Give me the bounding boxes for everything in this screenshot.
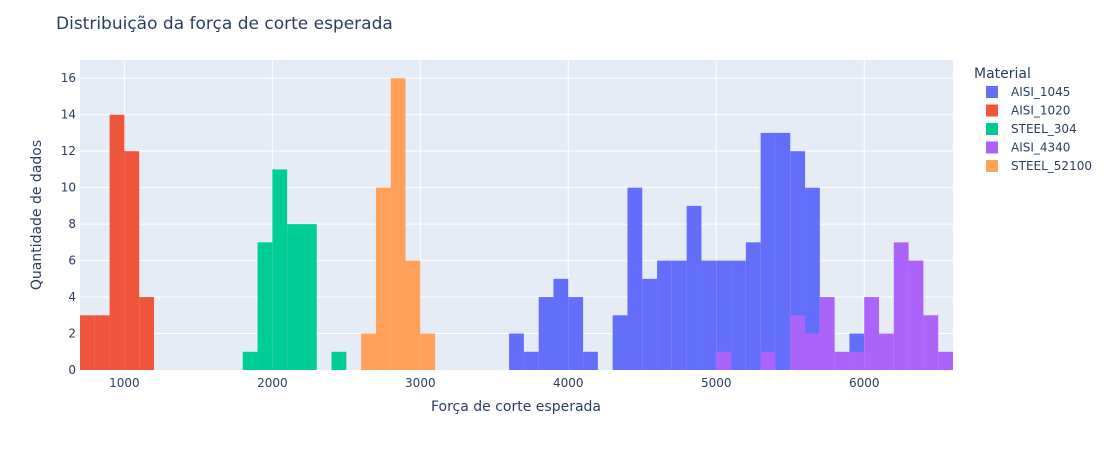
bar[interactable]	[523, 351, 539, 370]
legend-item-aisi-4340[interactable]: AISI_4340	[986, 141, 1070, 155]
y-tick-label: 12	[61, 144, 76, 158]
legend-label: AISI_1045	[1011, 85, 1070, 99]
y-tick-label: 8	[68, 217, 76, 231]
chart-title: Distribuição da força de corte esperada	[56, 14, 393, 34]
series-steel-304	[242, 169, 347, 370]
x-tick-label: 2000	[257, 376, 288, 390]
y-axis-title: Quantidade de dados	[29, 140, 45, 290]
legend-title: Material	[974, 66, 1031, 82]
bar[interactable]	[109, 114, 125, 371]
bar[interactable]	[124, 151, 140, 370]
x-tick-label: 6000	[849, 376, 880, 390]
bar[interactable]	[583, 351, 598, 370]
x-tick-label: 1000	[109, 376, 140, 390]
bar[interactable]	[94, 315, 110, 370]
legend-label: AISI_4340	[1011, 141, 1070, 155]
bar[interactable]	[879, 333, 894, 370]
bar[interactable]	[701, 260, 717, 370]
bar[interactable]	[760, 132, 776, 370]
bar[interactable]	[923, 315, 939, 370]
bar[interactable]	[864, 297, 880, 370]
legend-label: STEEL_304	[1011, 122, 1077, 136]
y-tick-label: 6	[68, 254, 76, 268]
bar[interactable]	[287, 224, 302, 370]
bar[interactable]	[405, 260, 421, 370]
y-tick-label: 2	[68, 327, 76, 341]
x-tick-label: 4000	[553, 376, 584, 390]
bar[interactable]	[612, 315, 628, 370]
legend-swatch	[986, 160, 998, 172]
bar[interactable]	[686, 205, 702, 370]
legend-label: AISI_1020	[1011, 104, 1070, 118]
series-aisi-4340	[716, 242, 953, 370]
bar[interactable]	[627, 187, 643, 370]
bar[interactable]	[257, 242, 273, 370]
bar[interactable]	[805, 187, 820, 370]
x-axis-title: Força de corte esperada	[431, 399, 601, 415]
bar[interactable]	[790, 315, 806, 370]
legend-item-aisi-1045[interactable]: AISI_1045	[986, 85, 1070, 99]
bars	[80, 78, 953, 371]
legend: Material AISI_1045 AISI_1020 STEEL_304 AISI…	[974, 66, 1092, 173]
bar[interactable]	[805, 333, 820, 370]
bar[interactable]	[301, 224, 317, 370]
bar[interactable]	[745, 242, 761, 370]
bar[interactable]	[657, 260, 672, 370]
y-tick-label: 4	[68, 290, 76, 304]
bar[interactable]	[642, 278, 658, 370]
bar[interactable]	[760, 351, 776, 370]
y-axis-ticks: 0 2 4 6 8 10 12 14 16	[61, 71, 76, 377]
legend-swatch	[986, 86, 998, 98]
series-aisi-1045	[509, 132, 865, 370]
bar[interactable]	[568, 297, 584, 370]
bar[interactable]	[538, 297, 554, 370]
bar[interactable]	[242, 351, 258, 370]
y-tick-label: 0	[68, 363, 76, 377]
bar[interactable]	[834, 351, 850, 370]
bar[interactable]	[938, 351, 953, 370]
y-tick-label: 10	[61, 181, 76, 195]
legend-swatch	[986, 141, 998, 154]
bar[interactable]	[420, 333, 436, 370]
y-tick-label: 16	[61, 71, 76, 85]
x-axis-ticks: 1000 2000 3000 4000 5000 6000	[109, 376, 879, 390]
series-steel-52100	[361, 78, 436, 370]
bar[interactable]	[509, 333, 524, 370]
bar[interactable]	[80, 315, 95, 370]
bar[interactable]	[390, 78, 406, 370]
legend-item-steel-304[interactable]: STEEL_304	[986, 122, 1077, 136]
y-tick-label: 14	[61, 108, 76, 122]
legend-swatch	[986, 104, 998, 117]
bar[interactable]	[819, 297, 835, 370]
bar[interactable]	[553, 278, 569, 370]
bar[interactable]	[908, 260, 924, 370]
bar[interactable]	[361, 333, 376, 370]
bar[interactable]	[139, 297, 154, 370]
x-tick-label: 5000	[701, 376, 732, 390]
bar[interactable]	[849, 351, 865, 370]
x-tick-label: 3000	[405, 376, 436, 390]
bar[interactable]	[671, 260, 687, 370]
legend-swatch	[986, 123, 998, 135]
bar[interactable]	[375, 187, 391, 370]
bar[interactable]	[716, 260, 732, 370]
bar[interactable]	[731, 260, 746, 370]
series-aisi-1020	[80, 114, 154, 371]
legend-label: STEEL_52100	[1011, 159, 1092, 173]
bar[interactable]	[331, 351, 347, 370]
bar[interactable]	[716, 351, 732, 370]
legend-item-steel-52100[interactable]: STEEL_52100	[986, 159, 1092, 173]
legend-item-aisi-1020[interactable]: AISI_1020	[986, 104, 1070, 118]
bar[interactable]	[272, 169, 288, 370]
bar[interactable]	[893, 242, 909, 370]
bar[interactable]	[775, 132, 791, 370]
